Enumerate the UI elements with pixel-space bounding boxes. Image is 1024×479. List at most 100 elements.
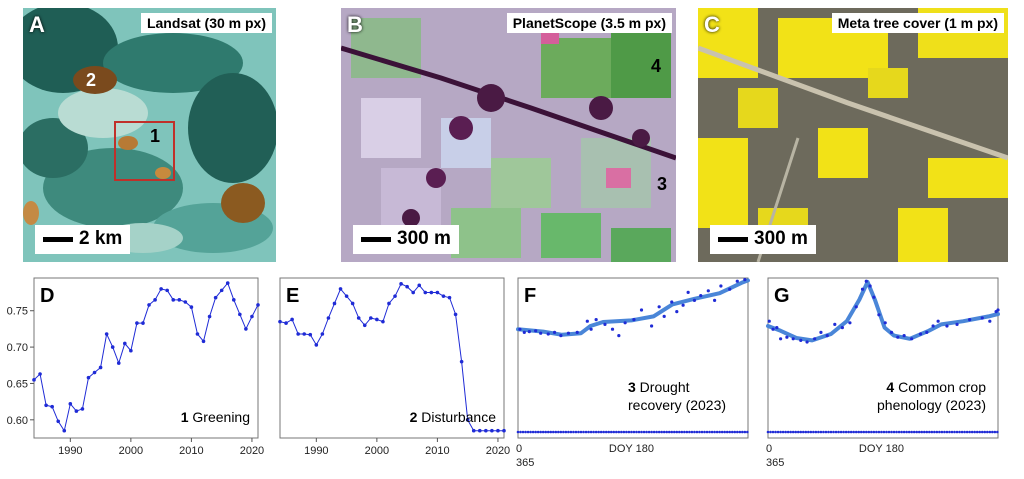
baseline-point — [973, 430, 976, 434]
data-point — [779, 337, 783, 341]
baseline-point — [897, 430, 901, 434]
baseline-point — [895, 430, 898, 434]
baseline-point — [847, 430, 850, 434]
baseline-point — [900, 430, 903, 434]
baseline-point — [829, 430, 833, 434]
chart-f: F 0 DOY 180 365 3 Drought recovery (2023) — [508, 270, 758, 479]
data-point — [225, 281, 230, 285]
baseline-point — [801, 430, 805, 434]
baseline-point — [592, 430, 595, 434]
baseline-point — [569, 430, 573, 434]
baseline-point — [584, 430, 588, 434]
scale-line — [718, 236, 748, 242]
data-point — [910, 337, 914, 341]
data-point — [594, 318, 598, 322]
baseline-point — [950, 430, 954, 434]
baseline-point — [693, 430, 696, 434]
baseline-point — [728, 430, 732, 434]
baseline-point — [738, 430, 742, 434]
baseline-point — [577, 430, 580, 434]
x-tick-label: 1990 — [304, 445, 328, 457]
baseline-point — [875, 430, 878, 434]
data-point — [165, 288, 169, 293]
chart-d-svg: D 1990 2000 2010 2020 0.60 0.65 0.70 0.75 1 Green… — [7, 277, 264, 457]
data-point — [675, 310, 679, 314]
data-point — [791, 337, 795, 341]
data-point — [968, 318, 972, 322]
data-point — [988, 319, 992, 323]
baseline-point — [534, 430, 537, 434]
data-point — [848, 321, 852, 325]
site-marker-3: 3 — [657, 174, 668, 194]
data-point — [387, 301, 391, 306]
plot-frame — [517, 277, 749, 439]
baseline-point — [531, 430, 535, 434]
annotation-text: Disturbance — [417, 409, 496, 425]
baseline-point — [852, 430, 855, 434]
baseline-point — [640, 430, 643, 434]
data-point — [423, 290, 428, 295]
data-point — [996, 308, 1000, 312]
data-point — [632, 318, 636, 322]
baseline-point — [683, 430, 686, 434]
baseline-point — [996, 430, 999, 434]
chart-g: G 0 DOY 180 365 4 Common crop phenology (2023… — [758, 270, 1008, 479]
data-point — [98, 365, 103, 370]
baseline-point — [970, 430, 974, 434]
baseline-point — [637, 430, 641, 434]
x-tick-label: 365 — [516, 457, 534, 469]
baseline-point — [557, 430, 560, 434]
data-point — [902, 334, 906, 338]
baseline-point — [862, 430, 866, 434]
panel-letter: B — [347, 12, 363, 37]
x-tick-label: 365 — [766, 457, 784, 469]
baseline-point — [698, 430, 701, 434]
data-point — [706, 289, 710, 293]
data-point — [38, 372, 42, 376]
data-point — [585, 319, 589, 323]
baseline-point — [519, 430, 522, 434]
data-point — [840, 326, 844, 330]
series-line — [279, 283, 504, 432]
data-point — [399, 282, 403, 286]
data-point — [931, 324, 935, 328]
data-point — [153, 298, 157, 302]
x-tick-label: 0 — [516, 443, 522, 455]
baseline-point — [915, 430, 919, 434]
data-point — [290, 317, 294, 322]
data-point — [980, 316, 984, 320]
baseline-point — [678, 430, 681, 434]
baseline-point — [975, 430, 979, 434]
x-tick-label: 1990 — [58, 445, 82, 457]
data-point — [889, 330, 894, 334]
data-point — [854, 305, 858, 309]
panel-c-tree-cover-map: C Meta tree cover (1 m px) 300 m — [698, 8, 1008, 262]
data-point — [177, 298, 182, 302]
data-point — [44, 403, 48, 408]
annotation-number: 1 — [181, 409, 189, 425]
baseline-point — [625, 430, 628, 434]
baseline-point — [526, 430, 530, 434]
data-point — [308, 332, 313, 337]
data-point — [713, 298, 717, 302]
baseline-point — [690, 430, 694, 434]
annotation-text: Common crop — [894, 379, 986, 395]
baseline-point — [948, 430, 951, 434]
baseline-point — [620, 430, 623, 434]
baseline-point — [672, 430, 676, 434]
data-point — [728, 287, 732, 291]
baseline-point — [804, 430, 808, 434]
baseline-point — [602, 430, 605, 434]
annotation: 1 Greening — [181, 409, 250, 425]
data-point — [32, 378, 36, 382]
x-tick-label: 2000 — [365, 445, 389, 457]
panel-letter: E — [286, 285, 299, 307]
data-point — [868, 284, 872, 288]
data-point — [518, 327, 522, 331]
data-point — [735, 279, 739, 283]
baseline-point — [905, 430, 908, 434]
scale-bar: 300 m — [710, 225, 816, 254]
data-point — [207, 314, 212, 319]
data-point — [527, 330, 531, 334]
data-point — [936, 319, 940, 323]
